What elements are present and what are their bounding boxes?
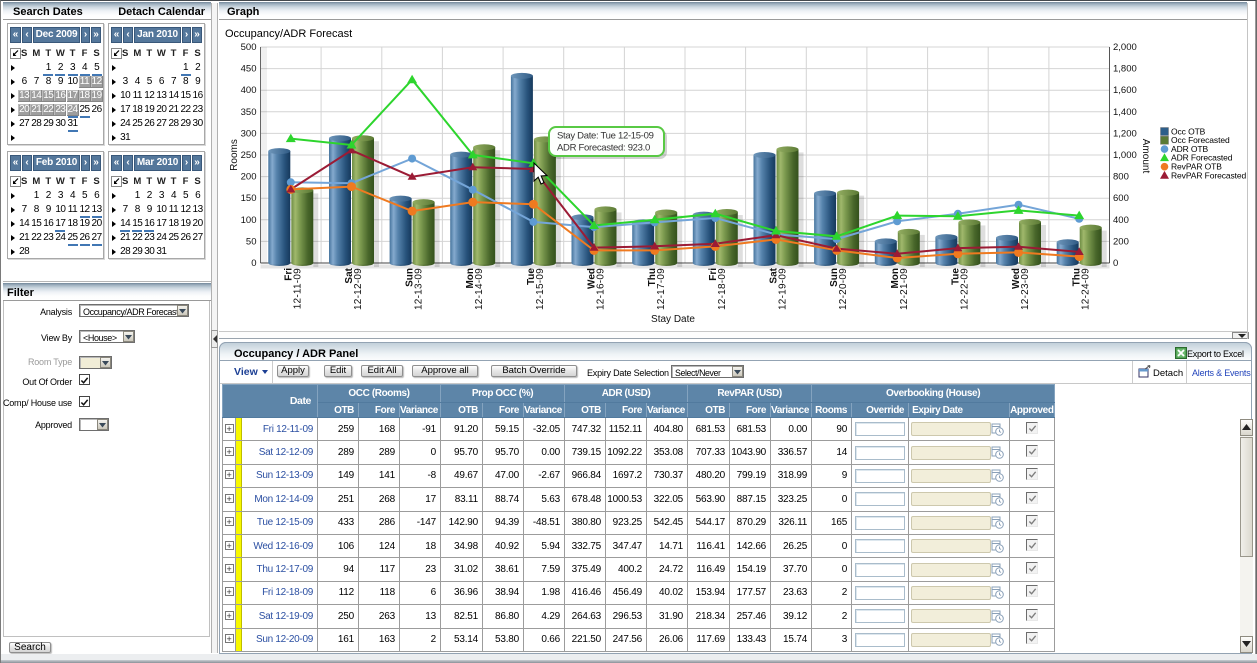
svg-text:Amount: Amount bbox=[1140, 139, 1151, 174]
svg-text:12-23-09: 12-23-09 bbox=[1020, 268, 1031, 310]
svg-text:12-11-09: 12-11-09 bbox=[292, 268, 303, 309]
svg-text:12-19-09: 12-19-09 bbox=[778, 268, 789, 310]
svg-text:Mon: Mon bbox=[890, 268, 901, 289]
svg-text:Occ OTB: Occ OTB bbox=[1171, 126, 1206, 136]
svg-text:Thu: Thu bbox=[647, 268, 658, 286]
svg-text:12-20-09: 12-20-09 bbox=[838, 268, 849, 310]
svg-text:12-15-09: 12-15-09 bbox=[535, 268, 546, 310]
svg-text:2,000: 2,000 bbox=[1113, 42, 1137, 53]
svg-text:12-17-09: 12-17-09 bbox=[656, 268, 667, 310]
svg-text:400: 400 bbox=[241, 85, 257, 96]
svg-text:ADR Forecasted: ADR Forecasted bbox=[1171, 153, 1233, 163]
svg-text:12-24-09: 12-24-09 bbox=[1081, 268, 1092, 310]
svg-text:1,800: 1,800 bbox=[1113, 64, 1137, 75]
svg-text:Sat: Sat bbox=[344, 267, 355, 283]
svg-text:Rooms: Rooms bbox=[229, 139, 240, 171]
svg-text:Wed: Wed bbox=[1011, 268, 1022, 289]
svg-text:ADR OTB: ADR OTB bbox=[1171, 144, 1209, 154]
svg-text:300: 300 bbox=[241, 128, 257, 139]
svg-text:RevPAR Forecasted: RevPAR Forecasted bbox=[1171, 170, 1247, 180]
svg-text:Sat: Sat bbox=[769, 267, 780, 283]
svg-text:Sun: Sun bbox=[405, 268, 416, 287]
svg-text:1,400: 1,400 bbox=[1113, 107, 1137, 118]
svg-text:12-22-09: 12-22-09 bbox=[959, 268, 970, 310]
svg-text:400: 400 bbox=[1113, 215, 1129, 226]
svg-text:12-18-09: 12-18-09 bbox=[717, 268, 728, 310]
svg-text:50: 50 bbox=[246, 236, 257, 247]
svg-text:350: 350 bbox=[241, 107, 257, 118]
svg-text:200: 200 bbox=[241, 172, 257, 183]
svg-text:150: 150 bbox=[241, 193, 257, 204]
svg-text:Fri: Fri bbox=[283, 268, 294, 281]
svg-text:Mon: Mon bbox=[465, 268, 476, 289]
svg-text:250: 250 bbox=[241, 150, 257, 161]
svg-text:Thu: Thu bbox=[1072, 268, 1083, 286]
svg-text:600: 600 bbox=[1113, 193, 1129, 204]
svg-text:800: 800 bbox=[1113, 172, 1129, 183]
svg-text:Occ Forecasted: Occ Forecasted bbox=[1171, 135, 1230, 145]
svg-text:12-12-09: 12-12-09 bbox=[353, 268, 364, 310]
svg-text:12-14-09: 12-14-09 bbox=[474, 268, 485, 310]
svg-text:Stay Date: Tue 12-15-09: Stay Date: Tue 12-15-09 bbox=[557, 131, 654, 142]
svg-text:1,600: 1,600 bbox=[1113, 85, 1137, 96]
svg-text:12-13-09: 12-13-09 bbox=[414, 268, 425, 310]
svg-text:RevPAR OTB: RevPAR OTB bbox=[1171, 162, 1222, 172]
svg-text:12-16-09: 12-16-09 bbox=[596, 268, 607, 310]
svg-text:Fri: Fri bbox=[708, 268, 719, 281]
svg-text:Wed: Wed bbox=[587, 268, 598, 289]
svg-text:1,200: 1,200 bbox=[1113, 128, 1137, 139]
svg-text:12-21-09: 12-21-09 bbox=[899, 268, 910, 310]
svg-text:Tue: Tue bbox=[950, 268, 961, 285]
svg-text:1,000: 1,000 bbox=[1113, 150, 1137, 161]
svg-text:500: 500 bbox=[241, 42, 257, 53]
svg-text:0: 0 bbox=[251, 258, 256, 269]
svg-text:100: 100 bbox=[241, 215, 257, 226]
svg-text:200: 200 bbox=[1113, 236, 1129, 247]
svg-text:450: 450 bbox=[241, 64, 257, 75]
svg-text:0: 0 bbox=[1113, 258, 1118, 269]
svg-text:Tue: Tue bbox=[526, 268, 537, 285]
svg-text:Sun: Sun bbox=[829, 268, 840, 287]
svg-text:ADR Forecasted: 923.0: ADR Forecasted: 923.0 bbox=[557, 143, 650, 154]
svg-text:Stay Date: Stay Date bbox=[651, 314, 695, 325]
